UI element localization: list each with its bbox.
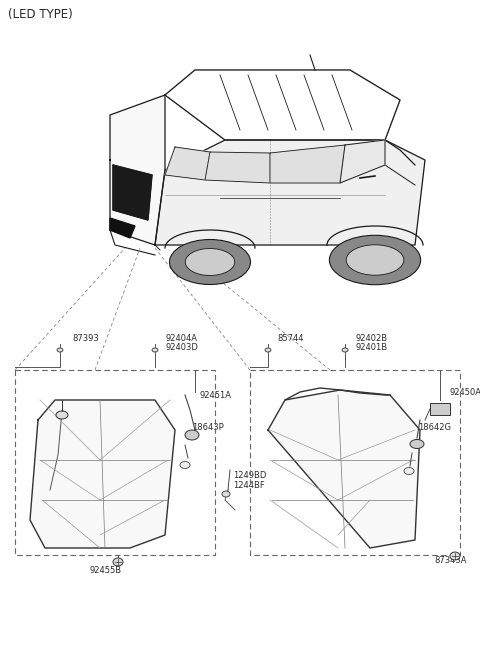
Text: 18642G: 18642G — [418, 423, 451, 432]
Ellipse shape — [57, 348, 63, 352]
Ellipse shape — [450, 552, 460, 560]
Ellipse shape — [152, 348, 158, 352]
Bar — [430, 403, 450, 415]
Text: 92404A: 92404A — [165, 334, 197, 343]
Ellipse shape — [265, 348, 271, 352]
Polygon shape — [165, 70, 400, 140]
Polygon shape — [155, 140, 425, 245]
Text: 1249BD: 1249BD — [233, 471, 266, 480]
Text: (LED TYPE): (LED TYPE) — [8, 8, 73, 21]
Polygon shape — [30, 400, 175, 548]
Ellipse shape — [222, 491, 230, 497]
Polygon shape — [165, 147, 210, 180]
Text: 87393: 87393 — [72, 334, 99, 343]
Ellipse shape — [169, 239, 251, 285]
Ellipse shape — [185, 249, 235, 276]
Ellipse shape — [56, 411, 68, 419]
Ellipse shape — [113, 558, 123, 566]
Ellipse shape — [410, 440, 424, 449]
Polygon shape — [340, 140, 385, 183]
Polygon shape — [270, 145, 345, 183]
Text: 92455B: 92455B — [90, 566, 122, 575]
Polygon shape — [113, 165, 152, 220]
Ellipse shape — [180, 462, 190, 468]
Ellipse shape — [346, 245, 404, 276]
Text: 92451A: 92451A — [200, 391, 232, 400]
Ellipse shape — [185, 430, 199, 440]
Ellipse shape — [329, 236, 420, 285]
Text: 92402B: 92402B — [355, 334, 387, 343]
Ellipse shape — [342, 348, 348, 352]
Text: 18643P: 18643P — [192, 423, 224, 432]
Text: 92450A: 92450A — [450, 388, 480, 397]
Polygon shape — [268, 390, 420, 548]
Text: 92407B: 92407B — [35, 451, 67, 460]
Polygon shape — [110, 218, 135, 238]
Text: 87343A: 87343A — [434, 556, 467, 565]
Text: 92401B: 92401B — [355, 343, 387, 352]
Polygon shape — [110, 95, 165, 245]
Text: 92403D: 92403D — [165, 343, 198, 352]
Polygon shape — [205, 152, 270, 183]
Text: 85744: 85744 — [277, 334, 303, 343]
Text: 1244BF: 1244BF — [233, 481, 265, 490]
Ellipse shape — [404, 468, 414, 474]
